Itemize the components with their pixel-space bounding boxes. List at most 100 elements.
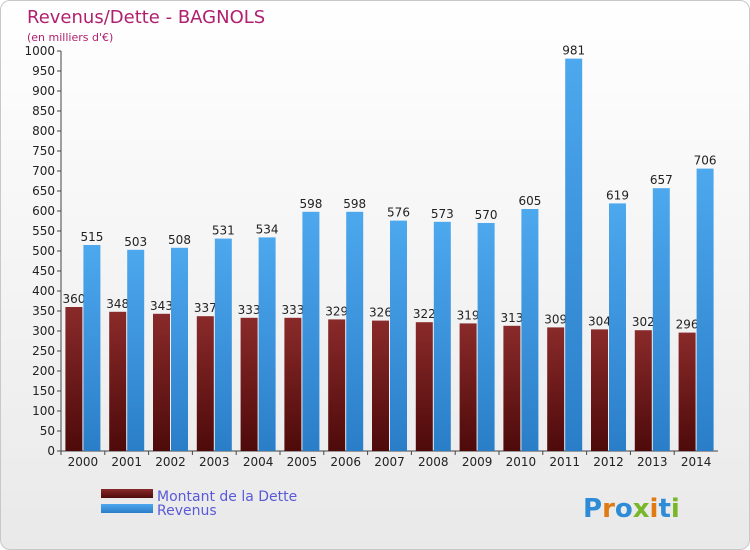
x-tick-label: 2004: [243, 455, 274, 469]
data-label-debt: 360: [62, 292, 85, 306]
bar-debt: [547, 327, 565, 451]
y-tick-label: 750: [32, 144, 55, 158]
data-label-revenus: 981: [562, 44, 585, 58]
bar-debt: [415, 322, 433, 451]
bar-debt: [65, 307, 83, 451]
y-tick-label: 850: [32, 104, 55, 118]
bar-revenus: [302, 211, 320, 451]
bar-revenus: [433, 221, 451, 451]
data-label-debt: 322: [413, 307, 436, 321]
x-tick-label: 2014: [681, 455, 712, 469]
bar-debt: [372, 320, 389, 451]
data-label-revenus: 619: [606, 188, 629, 202]
bar-revenus: [521, 209, 539, 451]
data-label-debt: 333: [281, 303, 304, 317]
legend-label-debt: Montant de la Dette: [157, 489, 297, 505]
data-label-debt: 348: [106, 297, 129, 311]
data-label-revenus: 605: [518, 194, 541, 208]
y-tick-label: 600: [32, 204, 55, 218]
bar-revenus: [390, 220, 407, 451]
bar-revenus: [346, 211, 364, 451]
x-tick-label: 2007: [374, 455, 405, 469]
x-tick-label: 2009: [462, 455, 493, 469]
bar-revenus: [258, 237, 276, 451]
x-tick-label: 2002: [155, 455, 186, 469]
bar-revenus: [477, 223, 495, 451]
y-tick-label: 400: [32, 284, 55, 298]
y-tick-label: 200: [32, 364, 55, 378]
chart-title: Revenus/Dette - BAGNOLS: [27, 7, 266, 28]
proxiti-logo: Proxiti: [583, 494, 680, 524]
y-tick-label: 350: [32, 304, 55, 318]
bar-revenus: [565, 58, 583, 451]
bar-debt: [109, 311, 127, 451]
bar-debt: [678, 332, 696, 451]
bar-revenus: [214, 238, 232, 451]
y-tick-label: 650: [32, 184, 55, 198]
data-label-revenus: 576: [387, 206, 410, 220]
x-tick-label: 2011: [549, 455, 580, 469]
bar-debt: [634, 330, 652, 451]
x-tick-label: 2012: [593, 455, 624, 469]
bar-debt: [328, 319, 346, 451]
y-tick-label: 700: [32, 164, 55, 178]
bar-revenus: [652, 188, 670, 451]
legend: Montant de la Dette Revenus: [101, 489, 297, 519]
y-tick-label: 950: [32, 64, 55, 78]
data-label-revenus: 503: [124, 235, 147, 249]
data-label-debt: 337: [194, 301, 217, 315]
bar-revenus: [83, 245, 101, 451]
data-label-revenus: 508: [168, 233, 191, 247]
data-label-debt: 329: [325, 304, 348, 318]
data-label-debt: 326: [369, 306, 392, 320]
y-tick-label: 100: [32, 404, 55, 418]
y-tick-label: 150: [32, 384, 55, 398]
bar-debt: [503, 325, 521, 451]
x-tick-label: 2010: [506, 455, 537, 469]
bar-revenus: [609, 203, 626, 451]
bar-debt: [591, 329, 608, 451]
data-label-revenus: 598: [343, 197, 366, 211]
y-tick-label: 1000: [24, 44, 55, 58]
legend-swatch-debt: [101, 489, 153, 498]
y-tick-label: 0: [47, 444, 55, 458]
y-tick-label: 50: [40, 424, 55, 438]
data-label-revenus: 598: [299, 197, 322, 211]
data-label-debt: 313: [500, 311, 523, 325]
data-label-revenus: 706: [694, 154, 717, 168]
legend-swatch-revenus: [101, 504, 153, 513]
y-tick-label: 550: [32, 224, 55, 238]
data-label-debt: 302: [632, 315, 655, 329]
bar-revenus: [696, 168, 714, 451]
data-label-revenus: 534: [256, 222, 279, 236]
x-tick-label: 2008: [418, 455, 449, 469]
y-tick-label: 250: [32, 344, 55, 358]
data-label-revenus: 573: [431, 207, 454, 221]
x-tick-label: 2013: [637, 455, 668, 469]
data-label-debt: 319: [457, 308, 480, 322]
x-tick-label: 2000: [68, 455, 99, 469]
bar-debt: [459, 323, 477, 451]
bar-revenus: [171, 247, 188, 451]
data-label-debt: 333: [238, 303, 261, 317]
y-tick-label: 300: [32, 324, 55, 338]
data-label-revenus: 531: [212, 224, 235, 238]
data-label-revenus: 657: [650, 173, 673, 187]
x-tick-label: 2005: [287, 455, 318, 469]
legend-label-revenus: Revenus: [157, 503, 217, 519]
y-tick-label: 900: [32, 84, 55, 98]
bar-debt: [240, 317, 258, 451]
bar-debt: [153, 313, 170, 451]
data-label-debt: 343: [150, 299, 173, 313]
data-label-revenus: 570: [475, 208, 498, 222]
data-label-debt: 304: [588, 314, 611, 328]
x-tick-label: 2001: [111, 455, 142, 469]
data-label-debt: 296: [676, 318, 699, 332]
y-tick-label: 500: [32, 244, 55, 258]
y-tick-label: 800: [32, 124, 55, 138]
x-tick-label: 2003: [199, 455, 230, 469]
chart-subtitle: (en milliers d'€): [27, 31, 114, 44]
svg-text:Proxiti: Proxiti: [583, 494, 680, 524]
